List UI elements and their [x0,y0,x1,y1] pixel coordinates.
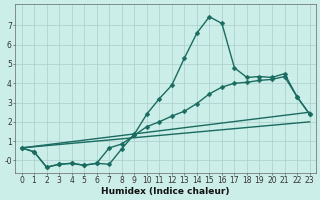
X-axis label: Humidex (Indice chaleur): Humidex (Indice chaleur) [101,187,230,196]
